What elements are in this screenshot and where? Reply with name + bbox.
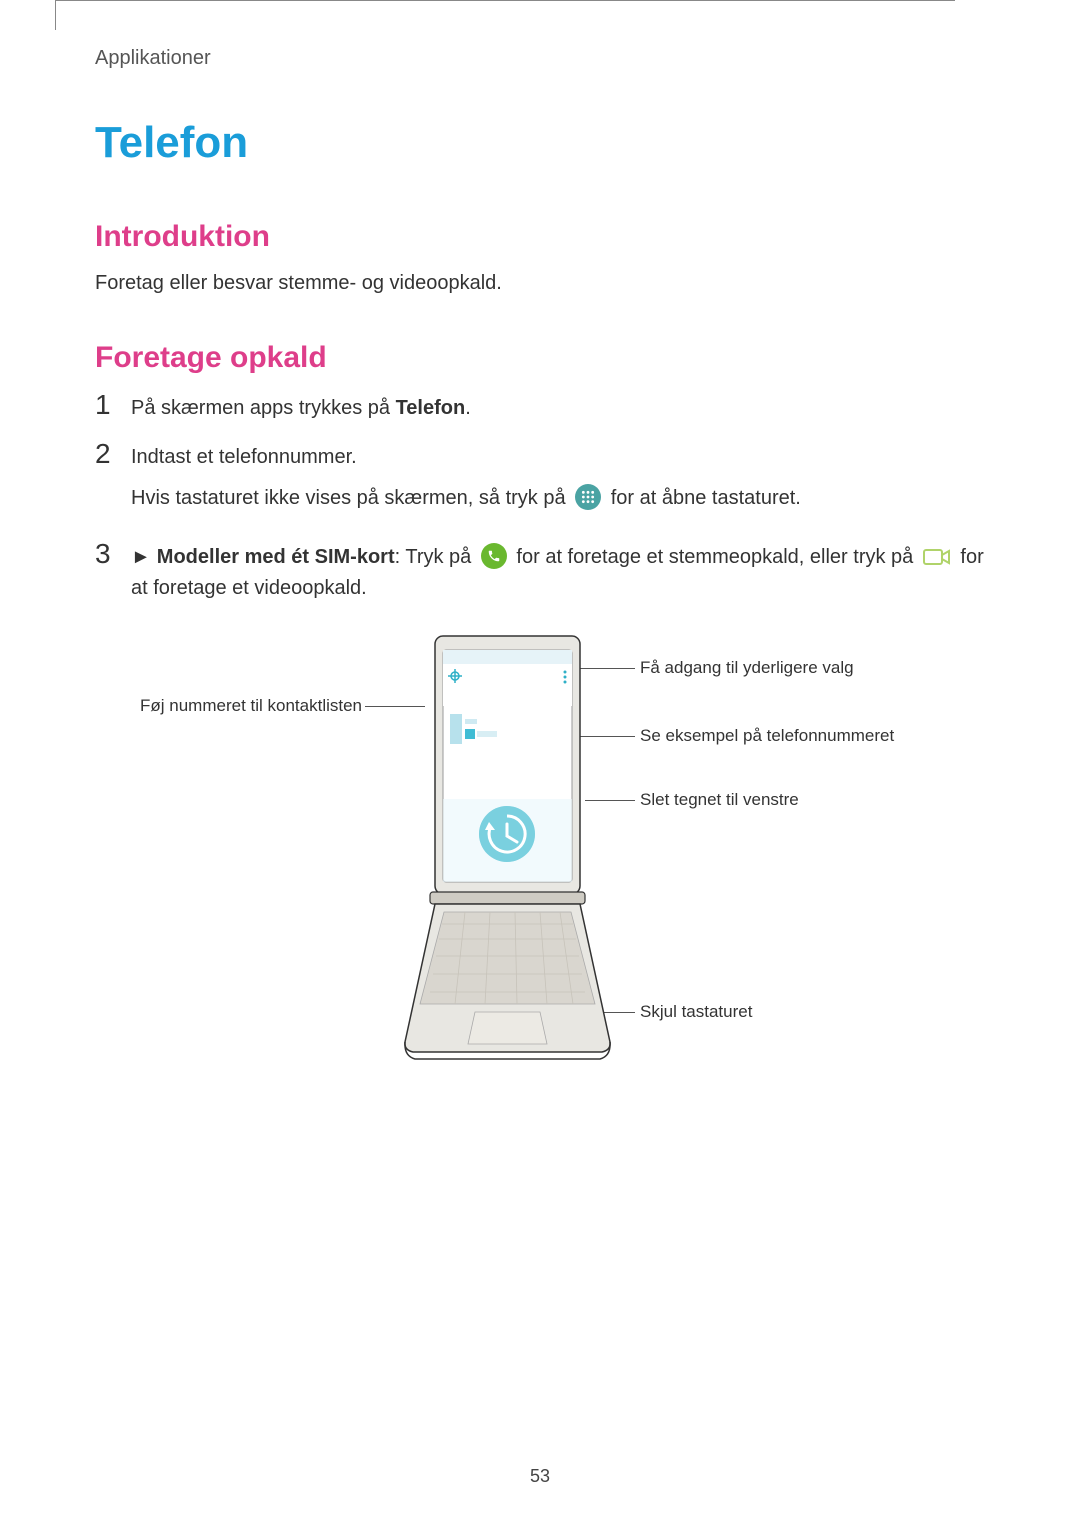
step-body: Indtast et telefonnummer. Hvis tastature… <box>131 442 985 514</box>
step-body: På skærmen apps trykkes på Telefon. <box>131 393 985 424</box>
callout-add-contact: Føj nummeret til kontaktlisten <box>140 696 362 716</box>
voice-call-icon <box>481 543 507 569</box>
text: . <box>465 397 471 419</box>
step-number: 1 <box>95 391 131 419</box>
step-1: 1 På skærmen apps trykkes på Telefon. <box>95 393 985 424</box>
dialpad-icon <box>575 484 601 510</box>
text: Hvis tastaturet ikke vises på skærmen, s… <box>131 487 571 509</box>
text: : Tryk på <box>395 546 477 568</box>
video-call-icon <box>923 547 951 567</box>
callout-hide-keyboard: Skjul tastaturet <box>640 1002 752 1022</box>
callout-more-options: Få adgang til yderligere valg <box>640 658 854 678</box>
step-number: 2 <box>95 440 131 468</box>
device-illustration <box>395 634 620 1064</box>
page-title: Telefon <box>95 118 985 168</box>
section-heading-intro: Introduktion <box>95 220 985 254</box>
callout-delete-char: Slet tegnet til venstre <box>640 790 799 810</box>
text: Indtast et telefonnummer. <box>131 442 985 473</box>
step-2: 2 Indtast et telefonnummer. Hvis tastatu… <box>95 442 985 514</box>
page-top-border <box>55 0 955 1</box>
text: for at foretage et stemmeopkald, eller t… <box>516 546 918 568</box>
intro-text: Foretag eller besvar stemme- og videoopk… <box>95 272 985 295</box>
step-body: ► Modeller med ét SIM-kort: Tryk på for a… <box>131 542 985 604</box>
text: På skærmen apps trykkes på <box>131 397 396 419</box>
step-3: 3 ► Modeller med ét SIM-kort: Tryk på for… <box>95 542 985 604</box>
step-number: 3 <box>95 540 131 568</box>
bold-text: Telefon <box>396 397 466 419</box>
triangle-marker: ► <box>131 546 151 568</box>
page-number: 53 <box>0 1466 1080 1487</box>
section-heading-calls: Foretage opkald <box>95 341 985 375</box>
breadcrumb: Applikationer <box>95 47 985 70</box>
callout-number-preview: Se eksempel på telefonnummeret <box>640 726 894 746</box>
page-left-border <box>55 0 56 30</box>
bold-text: Modeller med ét SIM-kort <box>157 546 395 568</box>
text: for at åbne tastaturet. <box>611 487 801 509</box>
device-figure: Føj nummeret til kontaktlisten Få adgang… <box>140 634 900 1094</box>
